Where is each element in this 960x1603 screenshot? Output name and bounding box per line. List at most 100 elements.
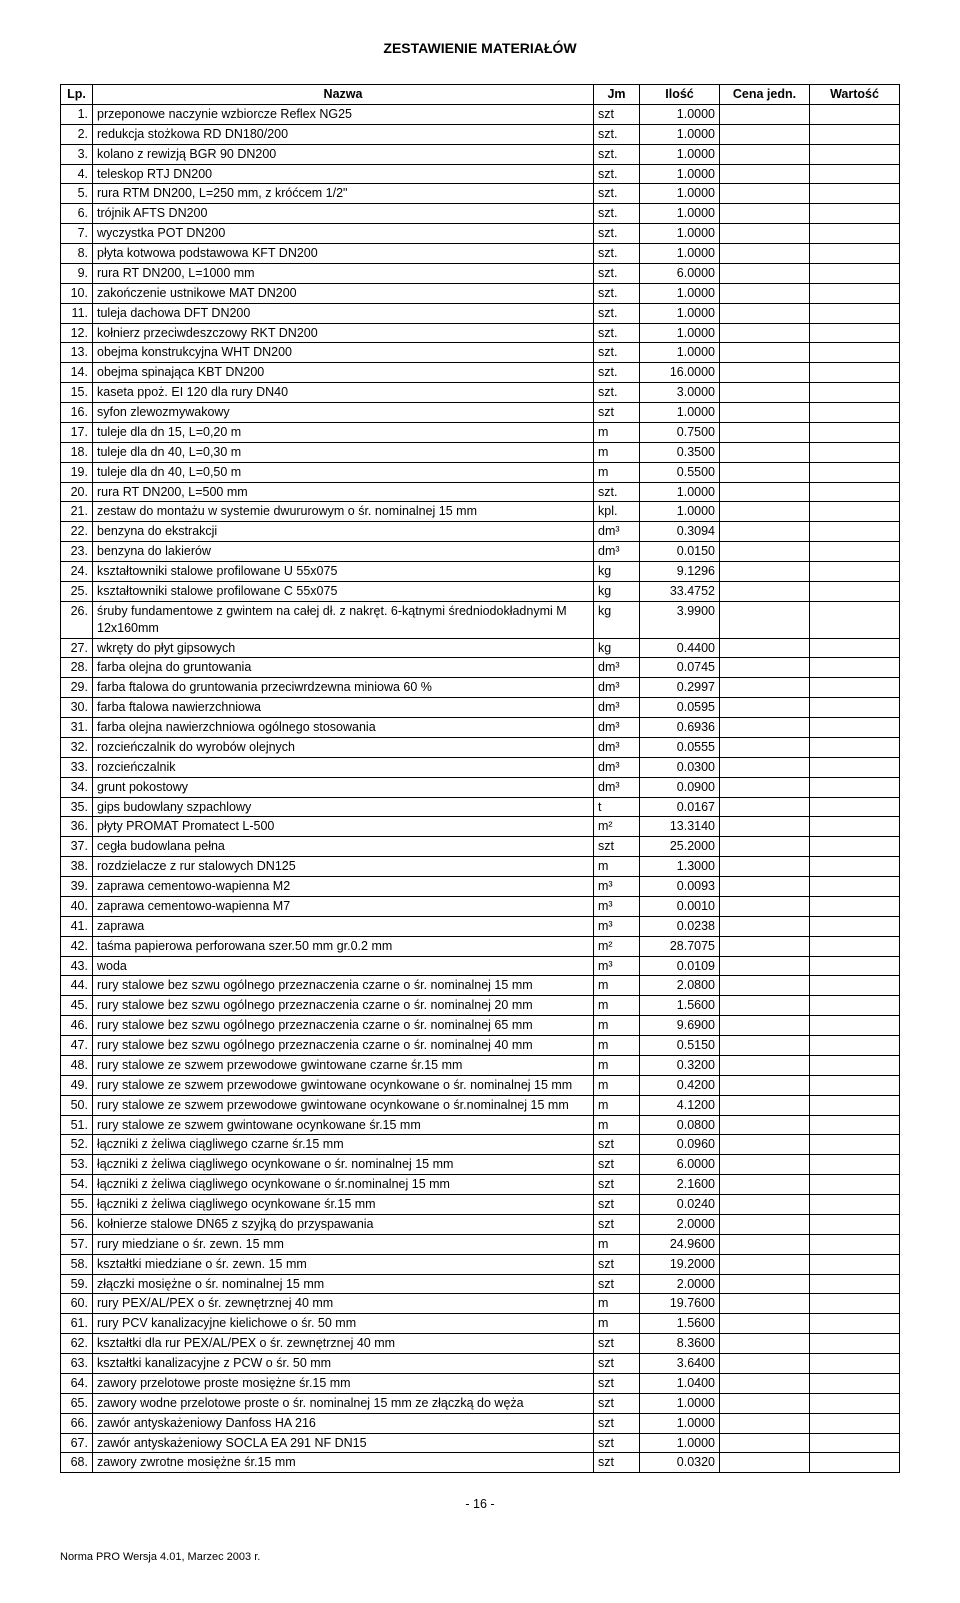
cell-jm: m — [594, 442, 640, 462]
cell-lp: 24. — [61, 562, 93, 582]
cell-val — [810, 1413, 900, 1433]
table-row: 46.rury stalowe bez szwu ogólnego przezn… — [61, 1016, 900, 1036]
cell-price — [720, 1254, 810, 1274]
cell-val — [810, 777, 900, 797]
cell-lp: 32. — [61, 737, 93, 757]
cell-val — [810, 956, 900, 976]
cell-qty: 0.0010 — [640, 896, 720, 916]
table-row: 57.rury miedziane o śr. zewn. 15 mmm24.9… — [61, 1234, 900, 1254]
cell-qty: 1.0000 — [640, 502, 720, 522]
table-row: 8.płyta kotwowa podstawowa KFT DN200szt.… — [61, 244, 900, 264]
cell-qty: 1.0400 — [640, 1373, 720, 1393]
cell-name: rozcieńczalnik do wyrobów olejnych — [93, 737, 594, 757]
table-row: 9.rura RT DN200, L=1000 mmszt.6.0000 — [61, 263, 900, 283]
cell-qty: 0.0745 — [640, 658, 720, 678]
cell-val — [810, 678, 900, 698]
cell-val — [810, 1055, 900, 1075]
cell-jm: m — [594, 1036, 640, 1056]
cell-qty: 0.3200 — [640, 1055, 720, 1075]
cell-price — [720, 1294, 810, 1314]
cell-qty: 0.4400 — [640, 638, 720, 658]
cell-val — [810, 857, 900, 877]
cell-jm: m — [594, 1075, 640, 1095]
cell-jm: m — [594, 462, 640, 482]
cell-val — [810, 224, 900, 244]
table-row: 1.przeponowe naczynie wzbiorcze Reflex N… — [61, 104, 900, 124]
cell-name: płyty PROMAT Promatect L-500 — [93, 817, 594, 837]
cell-price — [720, 1055, 810, 1075]
cell-val — [810, 343, 900, 363]
cell-price — [720, 1036, 810, 1056]
cell-lp: 18. — [61, 442, 93, 462]
cell-lp: 58. — [61, 1254, 93, 1274]
cell-qty: 25.2000 — [640, 837, 720, 857]
cell-jm: m² — [594, 936, 640, 956]
cell-val — [810, 737, 900, 757]
table-row: 65.zawory wodne przelotowe proste o śr. … — [61, 1393, 900, 1413]
cell-jm: szt — [594, 837, 640, 857]
cell-val — [810, 244, 900, 264]
footer-text: Norma PRO Wersja 4.01, Marzec 2003 r. — [60, 1551, 900, 1563]
cell-val — [810, 1135, 900, 1155]
cell-val — [810, 797, 900, 817]
table-row: 14.obejma spinająca KBT DN200szt.16.0000 — [61, 363, 900, 383]
table-row: 7.wyczystka POT DN200szt.1.0000 — [61, 224, 900, 244]
cell-val — [810, 757, 900, 777]
cell-jm: szt — [594, 1413, 640, 1433]
cell-jm: szt — [594, 1373, 640, 1393]
cell-val — [810, 502, 900, 522]
cell-jm: szt — [594, 1135, 640, 1155]
cell-lp: 36. — [61, 817, 93, 837]
cell-jm: m³ — [594, 956, 640, 976]
cell-lp: 45. — [61, 996, 93, 1016]
cell-name: grunt pokostowy — [93, 777, 594, 797]
cell-jm: szt. — [594, 363, 640, 383]
cell-val — [810, 1075, 900, 1095]
cell-val — [810, 164, 900, 184]
cell-name: rury stalowe bez szwu ogólnego przeznacz… — [93, 976, 594, 996]
cell-val — [810, 522, 900, 542]
cell-name: zaprawa cementowo-wapienna M7 — [93, 896, 594, 916]
cell-qty: 1.0000 — [640, 244, 720, 264]
cell-name: rury PEX/AL/PEX o śr. zewnętrznej 40 mm — [93, 1294, 594, 1314]
cell-price — [720, 996, 810, 1016]
cell-jm: dm³ — [594, 718, 640, 738]
cell-price — [720, 1155, 810, 1175]
cell-lp: 63. — [61, 1354, 93, 1374]
cell-name: zaprawa — [93, 916, 594, 936]
cell-name: zaprawa cementowo-wapienna M2 — [93, 877, 594, 897]
cell-jm: m — [594, 1055, 640, 1075]
cell-lp: 31. — [61, 718, 93, 738]
table-row: 38.rozdzielacze z rur stalowych DN125m1.… — [61, 857, 900, 877]
cell-name: zawór antyskażeniowy Danfoss HA 216 — [93, 1413, 594, 1433]
cell-qty: 1.5600 — [640, 996, 720, 1016]
cell-name: rura RT DN200, L=500 mm — [93, 482, 594, 502]
cell-val — [810, 1453, 900, 1473]
cell-jm: szt — [594, 1214, 640, 1234]
cell-val — [810, 422, 900, 442]
table-row: 11.tuleja dachowa DFT DN200szt.1.0000 — [61, 303, 900, 323]
cell-lp: 26. — [61, 601, 93, 638]
table-row: 15.kaseta ppoż. EI 120 dla rury DN40szt.… — [61, 383, 900, 403]
cell-lp: 66. — [61, 1413, 93, 1433]
cell-price — [720, 502, 810, 522]
cell-price — [720, 877, 810, 897]
cell-lp: 19. — [61, 462, 93, 482]
table-row: 54.łączniki z żeliwa ciągliwego ocynkowa… — [61, 1175, 900, 1195]
table-row: 40.zaprawa cementowo-wapienna M7m³0.0010 — [61, 896, 900, 916]
cell-price — [720, 542, 810, 562]
table-row: 22.benzyna do ekstrakcjidm³0.3094 — [61, 522, 900, 542]
cell-jm: dm³ — [594, 737, 640, 757]
cell-lp: 67. — [61, 1433, 93, 1453]
table-row: 17.tuleje dla dn 15, L=0,20 mm0.7500 — [61, 422, 900, 442]
cell-name: rury stalowe bez szwu ogólnego przeznacz… — [93, 996, 594, 1016]
cell-qty: 19.7600 — [640, 1294, 720, 1314]
cell-lp: 41. — [61, 916, 93, 936]
cell-jm: szt. — [594, 224, 640, 244]
table-row: 44.rury stalowe bez szwu ogólnego przezn… — [61, 976, 900, 996]
cell-val — [810, 104, 900, 124]
cell-qty: 1.0000 — [640, 482, 720, 502]
table-row: 39.zaprawa cementowo-wapienna M2m³0.0093 — [61, 877, 900, 897]
table-row: 56.kołnierze stalowe DN65 z szyjką do pr… — [61, 1214, 900, 1234]
cell-name: obejma konstrukcyjna WHT DN200 — [93, 343, 594, 363]
